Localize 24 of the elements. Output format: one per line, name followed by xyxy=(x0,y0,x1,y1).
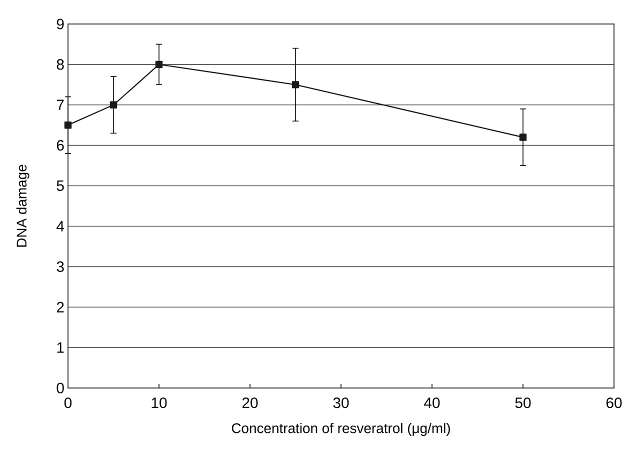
x-axis-title: Concentration of resveratrol (μg/ml) xyxy=(232,422,450,436)
y-tick-label: 2 xyxy=(56,302,64,312)
y-axis-title: DNA damage xyxy=(16,164,30,247)
x-tick-label: 50 xyxy=(515,398,531,408)
x-tick-label: 40 xyxy=(424,398,440,408)
x-tick-label: 30 xyxy=(333,398,349,408)
point xyxy=(64,122,72,129)
point xyxy=(110,101,118,108)
y-tick-label: 0 xyxy=(56,382,64,394)
x-tick-label: 20 xyxy=(242,398,258,408)
y-tick-label: 6 xyxy=(56,140,64,151)
y-tick-label: 3 xyxy=(56,261,64,272)
x-tick-label: 60 xyxy=(606,398,622,408)
y-tick-label: 5 xyxy=(56,180,64,191)
point xyxy=(155,60,163,68)
y-tick-label: 9 xyxy=(56,18,64,30)
y-tick-label: 7 xyxy=(56,100,64,110)
x-tick-label: 10 xyxy=(152,398,167,408)
x-tick-label: 0 xyxy=(64,398,72,408)
y-tick-label: 1 xyxy=(57,342,64,353)
point xyxy=(292,81,300,88)
y-tick-label: 8 xyxy=(56,59,64,70)
point xyxy=(519,134,527,141)
y-tick-label: 4 xyxy=(56,221,64,232)
